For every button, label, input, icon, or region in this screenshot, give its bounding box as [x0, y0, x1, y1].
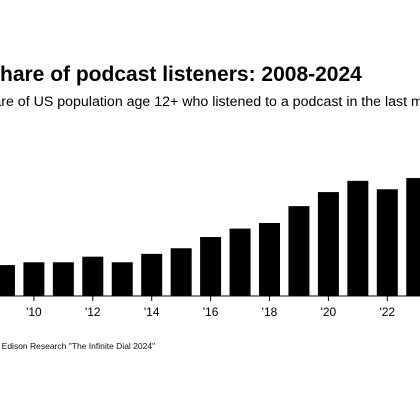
bar-2018 — [259, 222, 280, 296]
bar-2020 — [317, 192, 339, 296]
bar-2016 — [200, 237, 222, 296]
x-tick-label-2012: '12 — [85, 305, 101, 319]
chart-title: Share of podcast listeners: 2008-2024 — [0, 63, 362, 86]
x-tick-label-2014: '14 — [144, 305, 160, 319]
bar-2010 — [23, 262, 45, 296]
bar-2012 — [82, 256, 104, 296]
bar-2011 — [52, 262, 74, 296]
bar-2013 — [111, 262, 133, 296]
bar-2021 — [347, 180, 369, 296]
x-tick-label-2016: '16 — [203, 305, 219, 319]
x-ticks-group: '10'12'14'16'18'20'22'24 — [26, 296, 395, 319]
bar-2014 — [141, 253, 163, 296]
x-tick-label-2010: '10 — [26, 305, 42, 319]
bar-2009 — [0, 265, 15, 296]
bar-2022 — [376, 189, 398, 296]
bar-2015 — [170, 248, 192, 296]
x-tick-label-2018: '18 — [262, 305, 278, 319]
chart-source: Source: Edison Research "The Infinite Di… — [0, 341, 156, 351]
bars-group — [0, 178, 420, 296]
bar-2019 — [288, 206, 310, 296]
bar-2023 — [406, 178, 420, 296]
chart-subtitle: Share of US population age 12+ who liste… — [0, 94, 420, 110]
x-tick-label-2020: '20 — [321, 305, 337, 319]
x-tick-label-2022: '22 — [379, 305, 395, 319]
bar-2017 — [229, 228, 251, 296]
